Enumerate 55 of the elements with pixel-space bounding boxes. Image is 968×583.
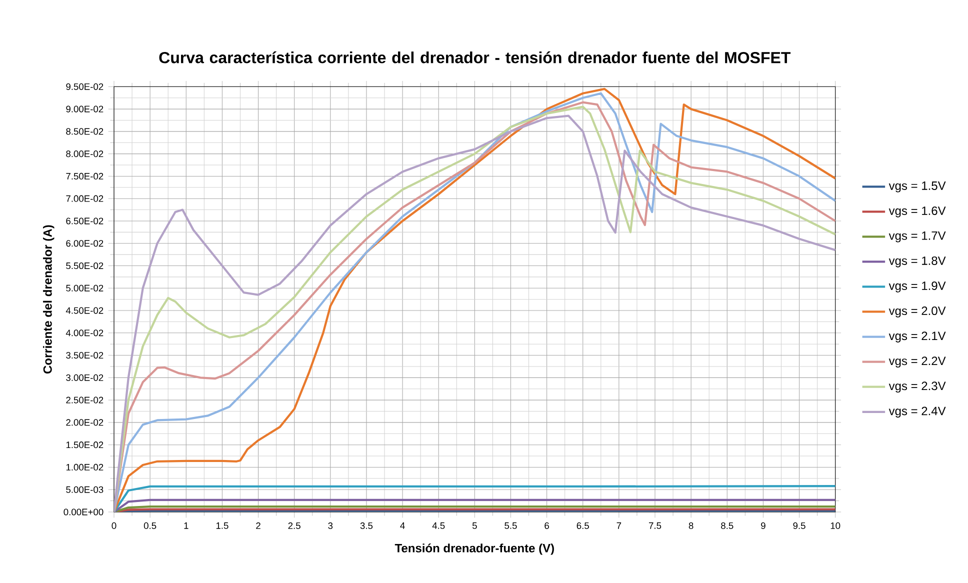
legend-label: vgs = 2.0V [888,306,946,318]
line-series [114,485,836,512]
y-tick-label: 3.50E-02 [66,352,104,359]
x-tick-label: 0 [112,522,116,530]
legend-label: vgs = 1.8V [888,256,946,268]
y-axis-title: Corriente del drenador (A) [43,225,54,374]
y-tick-label: 8.50E-02 [66,128,104,135]
x-tick-label: 4 [400,522,405,529]
y-tick-label: 9.50E-02 [66,84,104,90]
x-tick-label: 5.5 [504,522,517,530]
y-tick-label: 5.00E-03 [66,486,104,494]
x-tick-label: 9 [761,522,766,530]
x-tick-label: 1 [184,522,188,529]
y-tick-label: 4.00E-02 [66,330,104,336]
y-tick-label: 6.00E-02 [66,240,104,247]
legend-label: vgs = 1.7V [888,232,946,242]
y-tick-label: 6.50E-02 [66,218,104,224]
x-tick-label: 6 [544,522,549,530]
y-tick-label: 0.00E+00 [64,508,104,516]
y-tick-label: 1.50E-02 [66,442,104,448]
x-axis-title: Tensión drenador-fuente (V) [394,544,554,555]
y-tick-label: 8.00E-02 [66,150,104,158]
legend-label: vgs = 1.5V [888,182,946,192]
x-tick-label: 2.5 [288,522,300,530]
y-tick-label: 7.50E-02 [66,173,104,180]
y-tick-label: 3.00E-02 [66,374,104,382]
y-tick-label: 2.50E-02 [66,396,104,404]
legend-label: vgs = 2.4V [888,406,946,418]
x-tick-label: 8 [688,522,694,530]
x-tick-label: 7 [616,522,622,529]
y-tick-label: 4.50E-02 [66,307,104,314]
x-tick-label: 5 [472,522,477,530]
x-tick-label: 6.5 [576,522,589,530]
y-tick-label: 7.00E-02 [66,195,104,202]
y-tick-label: 5.00E-02 [66,285,104,292]
legend-label: vgs = 2.1V [888,332,946,343]
x-tick-label: 9.5 [793,522,806,530]
y-tick-label: 9.00E-02 [66,106,104,113]
y-tick-label: 2.00E-02 [66,419,104,426]
y-tick-label: 1.00E-02 [66,464,104,471]
legend-label: vgs = 1.6V [888,206,946,218]
x-tick-label: 2 [256,522,260,530]
legend-label: vgs = 2.2V [888,356,946,368]
x-tick-label: 1.5 [216,522,228,530]
x-tick-label: 0.5 [144,522,156,530]
chart-title: Curva característica corriente del drenador - tensión drenador fuente del MOSFET [159,52,791,64]
x-tick-label: 3 [328,522,333,530]
x-tick-label: 7.5 [648,522,662,530]
legend-label: vgs = 1.9V [888,282,946,293]
x-tick-label: 4.5 [432,522,445,530]
x-tick-label: 3.5 [360,522,373,530]
x-tick-label: 10 [830,522,840,530]
legend-label: vgs = 2.3V [888,382,946,393]
y-tick-label: 5.50E-02 [66,262,104,270]
x-tick-label: 8.5 [721,522,734,530]
